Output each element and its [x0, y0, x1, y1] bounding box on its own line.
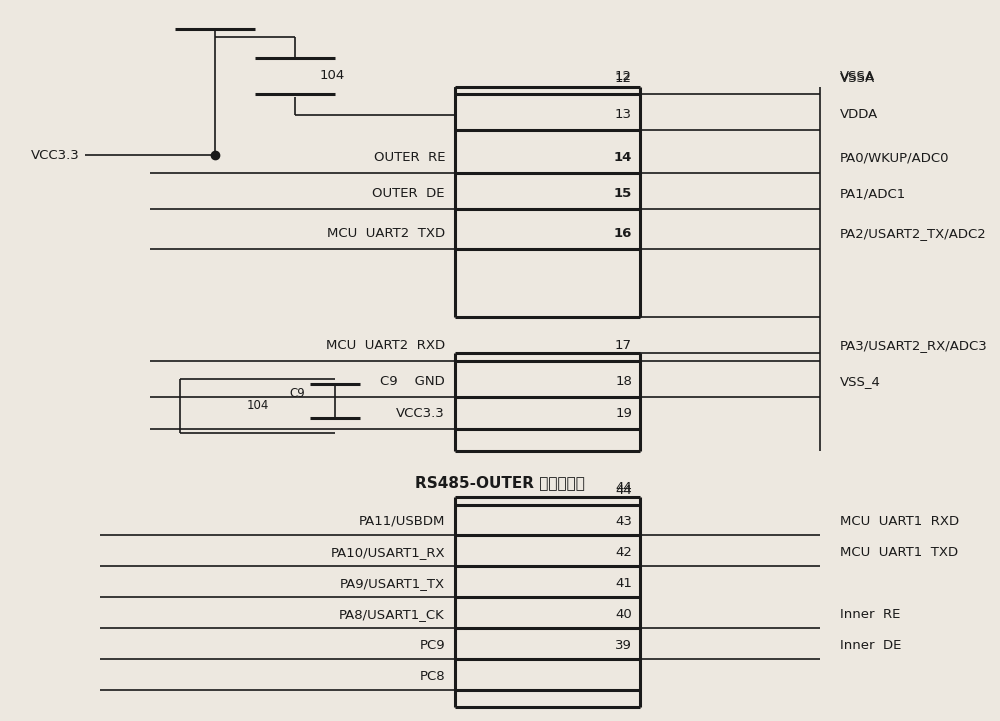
Text: PA2/USART2_TX/ADC2: PA2/USART2_TX/ADC2: [840, 227, 987, 240]
Text: OUTER  RE: OUTER RE: [374, 151, 445, 164]
Text: 12: 12: [615, 72, 632, 85]
Text: 17: 17: [615, 339, 632, 352]
Text: PA10/USART1_RX: PA10/USART1_RX: [330, 546, 445, 559]
Text: 44: 44: [615, 485, 632, 497]
Text: 39: 39: [615, 639, 632, 652]
Text: MCU  UART2  RXD: MCU UART2 RXD: [326, 339, 445, 352]
Text: 15: 15: [614, 187, 632, 200]
Text: 12: 12: [615, 70, 632, 83]
Text: 13: 13: [615, 108, 632, 121]
Text: PA1/ADC1: PA1/ADC1: [840, 187, 906, 200]
Text: MCU  UART1  RXD: MCU UART1 RXD: [840, 515, 959, 528]
Text: 14: 14: [614, 151, 632, 164]
Text: 104: 104: [246, 399, 269, 412]
Text: C9: C9: [289, 387, 305, 400]
Text: RS485-OUTER 单片机接口: RS485-OUTER 单片机接口: [415, 476, 585, 490]
Text: PA3/USART2_RX/ADC3: PA3/USART2_RX/ADC3: [840, 339, 988, 352]
Text: VCC3.3: VCC3.3: [396, 407, 445, 420]
Text: MCU  UART2  TXD: MCU UART2 TXD: [327, 227, 445, 240]
Text: OUTER  DE: OUTER DE: [372, 187, 445, 200]
Text: PA9/USART1_TX: PA9/USART1_TX: [340, 577, 445, 590]
Text: PC8: PC8: [419, 670, 445, 683]
Text: VSSA: VSSA: [840, 72, 875, 85]
Text: 43: 43: [615, 515, 632, 528]
Text: PA8/USART1_CK: PA8/USART1_CK: [339, 608, 445, 621]
Text: 19: 19: [615, 407, 632, 420]
Text: 41: 41: [615, 577, 632, 590]
Text: VSS_4: VSS_4: [840, 375, 881, 388]
Text: VDDA: VDDA: [840, 108, 878, 121]
Text: PA0/WKUP/ADC0: PA0/WKUP/ADC0: [840, 151, 950, 164]
Text: C9    GND: C9 GND: [380, 375, 445, 388]
Text: Inner  DE: Inner DE: [840, 639, 901, 652]
Text: 18: 18: [615, 375, 632, 388]
Text: 16: 16: [614, 227, 632, 240]
Text: Inner  RE: Inner RE: [840, 608, 900, 621]
Text: 104: 104: [320, 69, 345, 82]
Text: 40: 40: [615, 608, 632, 621]
Text: PA11/USBDM: PA11/USBDM: [359, 515, 445, 528]
Text: 44: 44: [615, 481, 632, 494]
Text: VSSA: VSSA: [840, 70, 875, 83]
Text: 42: 42: [615, 546, 632, 559]
Text: PC9: PC9: [419, 639, 445, 652]
Text: MCU  UART1  TXD: MCU UART1 TXD: [840, 546, 958, 559]
Text: VCC3.3: VCC3.3: [31, 149, 80, 162]
